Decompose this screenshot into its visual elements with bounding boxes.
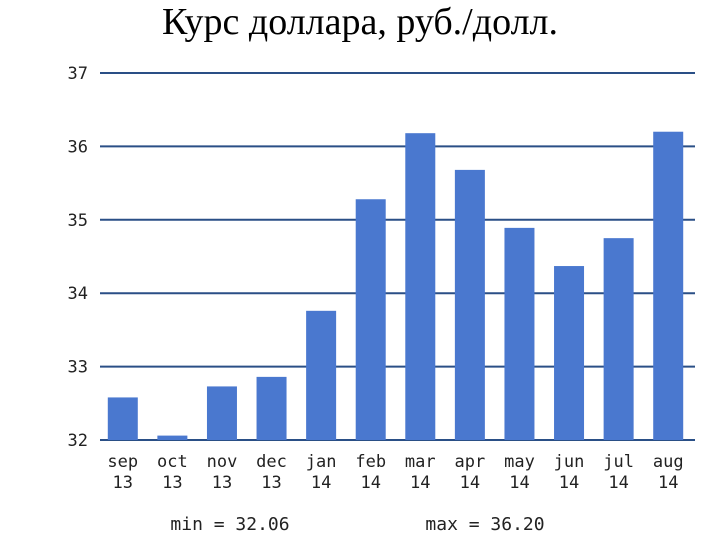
bar-apr-14: [454, 169, 485, 440]
x-label-month: feb: [355, 452, 386, 472]
x-label-month: jun: [554, 452, 585, 472]
x-label-month: may: [504, 452, 535, 472]
bar-aug-14: [653, 131, 684, 440]
y-tick-label: 34: [68, 284, 88, 304]
x-label-year: 14: [410, 473, 430, 493]
bar-nov-13: [206, 386, 237, 440]
x-label-month: mar: [405, 452, 436, 472]
grid-lines: [100, 72, 695, 441]
chart-title: Курс доллара, руб./долл.: [162, 1, 558, 43]
x-label-month: dec: [256, 452, 287, 472]
x-label-year: 14: [509, 473, 529, 493]
x-label-year: 14: [460, 473, 480, 493]
x-label-month: nov: [207, 452, 238, 472]
x-axis-labels: sep13oct13nov13dec13jan14feb14mar14apr14…: [107, 452, 683, 493]
bar-oct-13: [157, 435, 188, 440]
x-label-year: 13: [162, 473, 182, 493]
bar-feb-14: [355, 199, 386, 440]
x-label-month: aug: [653, 452, 684, 472]
x-label-month: sep: [107, 452, 138, 472]
x-label-year: 13: [261, 473, 281, 493]
bar-dec-13: [256, 376, 287, 440]
x-label-month: jan: [306, 452, 337, 472]
bar-jul-14: [603, 238, 634, 440]
x-label-month: jul: [603, 452, 634, 472]
y-tick-label: 36: [68, 137, 88, 157]
y-tick-label: 32: [68, 431, 88, 451]
x-label-month: apr: [455, 452, 486, 472]
x-label-year: 14: [608, 473, 628, 493]
x-label-year: 14: [559, 473, 579, 493]
y-tick-label: 35: [68, 211, 88, 231]
max-label: max = 36.20: [425, 514, 544, 535]
y-tick-label: 33: [68, 358, 88, 378]
x-label-year: 13: [113, 473, 133, 493]
bar-jun-14: [554, 266, 585, 440]
bar-may-14: [504, 227, 535, 440]
bar-jan-14: [306, 310, 337, 440]
bar-mar-14: [405, 133, 436, 441]
x-label-year: 14: [311, 473, 331, 493]
bars: [107, 131, 684, 441]
y-axis-ticks: 32 33 34 35 36 37: [68, 64, 88, 451]
bar-sep-13: [107, 397, 138, 440]
x-label-month: oct: [157, 452, 188, 472]
x-label-year: 14: [360, 473, 380, 493]
x-label-year: 13: [212, 473, 232, 493]
min-label: min = 32.06: [170, 514, 289, 535]
x-label-year: 14: [658, 473, 678, 493]
y-tick-label: 37: [68, 64, 88, 84]
